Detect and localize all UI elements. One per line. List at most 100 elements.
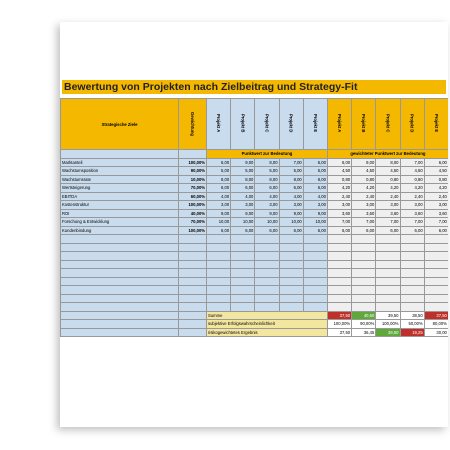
- weighted-cell: 3,60: [326, 208, 353, 218]
- weight-cell: 70,00%: [178, 217, 207, 227]
- empty-cell: [278, 276, 304, 286]
- empty-cell: [302, 251, 328, 261]
- weighted-cell: 7,00: [375, 217, 401, 227]
- weight-cell: 100,00%: [178, 157, 207, 167]
- header-weight: Gewichtung: [178, 98, 207, 150]
- points-cell: 10,00: [302, 217, 328, 227]
- table-row: [60, 251, 448, 261]
- empty-cell: [254, 259, 280, 269]
- weighted-cell: 4,20: [351, 183, 377, 193]
- table-row: Wachstumsposition 90,00% 5,00 5,00 5,00 5,00 5…: [60, 166, 448, 176]
- header-project: Projekt D: [399, 98, 425, 150]
- goal-cell: ROI: [60, 208, 179, 218]
- points-cell: 9,00: [205, 208, 232, 218]
- empty-cell: [278, 293, 304, 303]
- table-row: [60, 285, 448, 295]
- goal-cell: Forschung & Entwicklung: [60, 217, 179, 227]
- header-project-text: Projekt C: [385, 114, 391, 133]
- empty-cell: [375, 302, 401, 312]
- header-project: Projekt C: [254, 98, 280, 150]
- summary-value: 36,45: [351, 327, 377, 337]
- points-cell: 9,00: [230, 157, 256, 167]
- empty-cell: [230, 251, 256, 261]
- weighted-cell: 2,40: [351, 191, 377, 201]
- points-cell: 3,00: [230, 200, 256, 210]
- summary-label: risikogewichtetes Ergebnis: [206, 327, 328, 337]
- empty-cell: [302, 268, 328, 278]
- header-project: Projekt B: [351, 98, 377, 150]
- weighted-cell: 6,00: [375, 225, 401, 235]
- weighted-cell: 4,20: [375, 183, 401, 193]
- table-row: [60, 276, 448, 286]
- summary-label: subjektive Erfolgswahrscheinlichkeit: [206, 319, 328, 329]
- empty-cell: [254, 276, 280, 286]
- points-cell: 9,00: [302, 208, 328, 218]
- empty-cell: [423, 285, 448, 295]
- empty-cell: [351, 302, 377, 312]
- empty-cell: [423, 251, 448, 261]
- empty-cell: [230, 268, 256, 278]
- empty-cell: [205, 268, 232, 278]
- points-cell: 3,00: [302, 200, 328, 210]
- empty-cell: [60, 293, 179, 303]
- subheader-points: Punktwert zur Bedeutung: [206, 149, 328, 159]
- weighted-cell: 4,50: [375, 166, 401, 176]
- weighted-cell: 3,60: [351, 208, 377, 218]
- empty-cell: [254, 242, 280, 252]
- empty-cell: [205, 302, 232, 312]
- header-goal: Strategische Ziele: [60, 98, 179, 150]
- table-row: Kundenbindung 100,00% 6,00 6,00 6,00 6,00 6,00…: [60, 225, 448, 235]
- empty-cell: [302, 302, 328, 312]
- weighted-cell: 0,80: [375, 174, 401, 184]
- points-cell: 6,00: [302, 225, 328, 235]
- empty-cell: [326, 259, 353, 269]
- empty-cell: [60, 302, 179, 312]
- table-row: [60, 293, 448, 303]
- points-cell: 6,00: [278, 183, 304, 193]
- empty-cell: [178, 259, 207, 269]
- empty-cell: [205, 293, 232, 303]
- empty-cell: [399, 276, 425, 286]
- empty-cell: [205, 242, 232, 252]
- empty-cell: [278, 234, 304, 244]
- empty-cell: [205, 276, 232, 286]
- weighted-cell: 6,00: [326, 157, 353, 167]
- weighted-cell: 9,00: [351, 157, 377, 167]
- weighted-cell: 3,60: [423, 208, 448, 218]
- points-cell: 5,00: [230, 166, 256, 176]
- table-row: [60, 259, 448, 269]
- weighted-cell: 3,00: [326, 200, 353, 210]
- weight-cell: 60,00%: [178, 191, 207, 201]
- empty-cell: [302, 259, 328, 269]
- empty-cell: [230, 285, 256, 295]
- goal-cell: Kostenstruktur: [60, 200, 179, 210]
- weighted-cell: 4,50: [326, 166, 353, 176]
- header-project-text: Projekt D: [288, 114, 294, 133]
- summary-value: 39,50: [375, 327, 401, 337]
- empty-cell: [302, 276, 328, 286]
- empty-cell: [178, 310, 207, 320]
- empty-cell: [375, 234, 401, 244]
- empty-cell: [178, 268, 207, 278]
- empty-cell: [302, 234, 328, 244]
- goal-cell: EBITDA: [60, 191, 179, 201]
- empty-cell: [351, 234, 377, 244]
- empty-cell: [60, 259, 179, 269]
- empty-cell: [60, 251, 179, 261]
- empty-cell: [230, 259, 256, 269]
- empty-cell: [60, 310, 179, 320]
- empty-cell: [205, 234, 232, 244]
- points-cell: 10,00: [230, 217, 256, 227]
- table-row: EBITDA 60,00% 4,00 4,00 4,00 4,00 4,00 2,40 2,40…: [60, 191, 448, 201]
- empty-cell: [254, 293, 280, 303]
- empty-cell: [326, 276, 353, 286]
- empty-cell: [178, 251, 207, 261]
- points-cell: 6,00: [230, 225, 256, 235]
- weighted-cell: 3,00: [351, 200, 377, 210]
- empty-cell: [375, 293, 401, 303]
- score-table: Strategische Ziele Gewichtung Projekt A Pro…: [60, 98, 448, 337]
- summary-value: 100,00%: [375, 319, 401, 329]
- empty-cell: [178, 285, 207, 295]
- empty-cell: [399, 302, 425, 312]
- weighted-cell: 2,40: [423, 191, 448, 201]
